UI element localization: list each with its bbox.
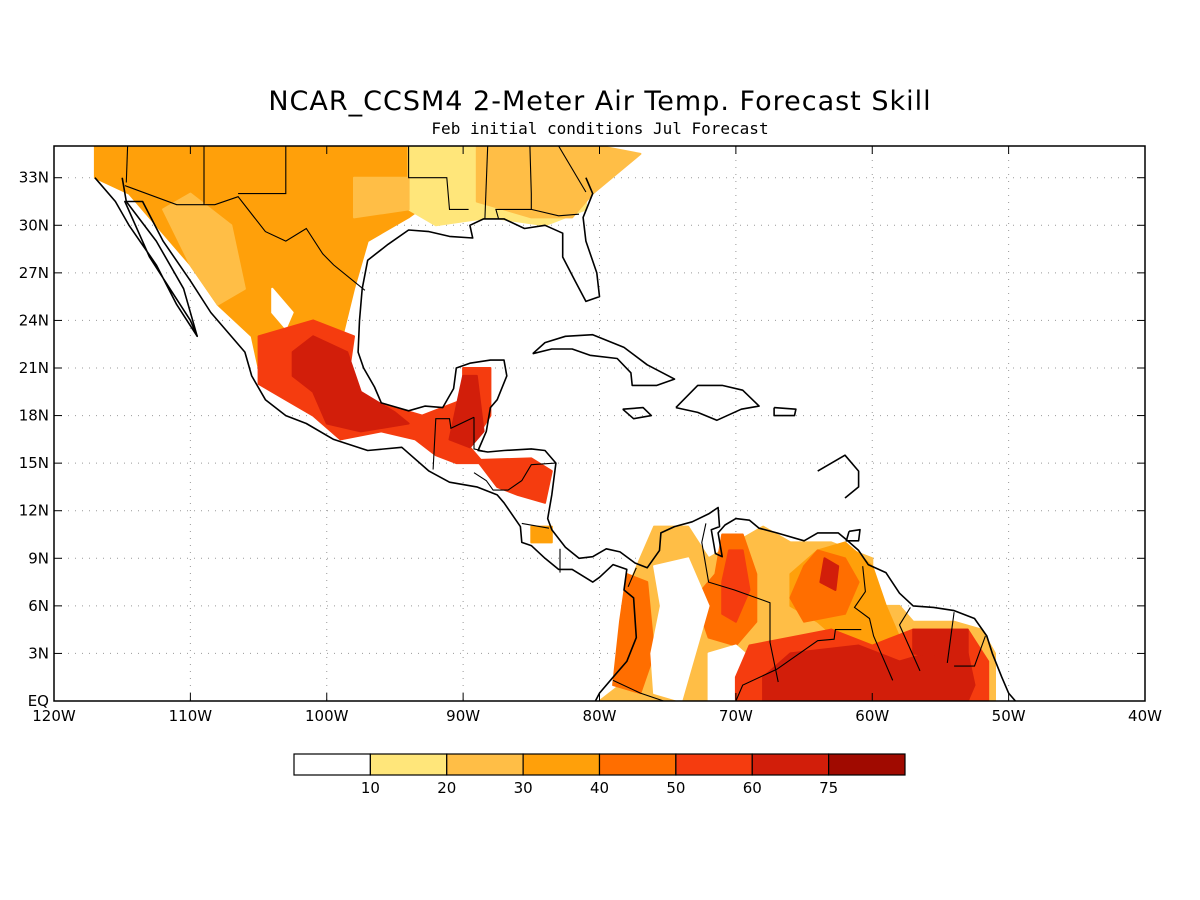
border-line (853, 566, 894, 681)
x-tick-label: 90W (446, 707, 480, 725)
border-line (612, 679, 664, 701)
legend-swatch (522, 753, 601, 776)
legend-swatch (446, 753, 524, 776)
color-legend: 10 20 30 40 50 60 75 (293, 753, 906, 797)
skill-region (762, 644, 976, 701)
legend-swatch (751, 753, 830, 776)
skill-region (650, 557, 710, 701)
legend-label: 30 (514, 779, 533, 797)
x-tick-label: 60W (855, 707, 889, 725)
skill-region (721, 549, 751, 623)
x-tick-label: 70W (719, 707, 753, 725)
y-tick-label: 21N (19, 359, 49, 377)
skill-region (912, 628, 969, 663)
skill-region (162, 192, 246, 306)
y-tick-label: 9N (28, 549, 49, 567)
y-tick-label: 3N (28, 644, 49, 662)
skill-region (448, 374, 485, 449)
y-tick-label: EQ (28, 692, 49, 710)
border-line (627, 567, 637, 588)
coastline (532, 333, 676, 387)
skill-region (475, 146, 642, 219)
border-line (473, 462, 556, 491)
legend-swatch (828, 753, 906, 776)
border-line (238, 146, 287, 195)
y-tick-label: 30N (19, 216, 49, 234)
legend-label: 10 (361, 779, 380, 797)
coastline (845, 528, 861, 542)
y-tick-label: 15N (19, 454, 49, 472)
y-tick-label: 27N (19, 264, 49, 282)
chart-title: NCAR_CCSM4 2-Meter Air Temp. Forecast Sk… (268, 86, 932, 117)
legend-label: 50 (666, 779, 685, 797)
y-tick-label: 33N (19, 169, 49, 187)
skill-region (353, 176, 410, 219)
legend-label: 60 (743, 779, 762, 797)
border-line (701, 523, 779, 683)
x-tick-label: 40W (1128, 707, 1162, 725)
legend-label: 40 (590, 779, 609, 797)
skill-shading (93, 146, 996, 701)
border-line (124, 185, 366, 291)
political-borders (124, 146, 986, 701)
legend-swatch (598, 753, 677, 776)
chart-subtitle: Feb initial conditions Jul Forecast (431, 119, 769, 138)
x-tick-label: 110W (169, 707, 213, 725)
legend-swatch (369, 753, 448, 776)
y-tick-label: 18N (19, 407, 49, 425)
coastline (357, 177, 1017, 701)
coastline (675, 384, 760, 422)
legend-label: 20 (437, 779, 456, 797)
border-line (735, 629, 862, 701)
y-tick-label: 24N (19, 311, 49, 329)
border-line (473, 417, 488, 453)
coastline (817, 454, 860, 499)
legend-label: 75 (819, 779, 838, 797)
skill-region (530, 525, 553, 544)
border-line (521, 522, 550, 529)
x-tick-label: 50W (992, 707, 1026, 725)
legend-swatch (675, 753, 753, 776)
border-line (898, 607, 921, 672)
coastline (94, 177, 638, 701)
border-line (531, 208, 580, 217)
border-line (946, 612, 955, 663)
coastline (773, 406, 797, 417)
border-line (125, 146, 129, 183)
coastlines (94, 177, 1017, 701)
border-line (408, 146, 469, 210)
border-line (954, 635, 986, 667)
x-tick-label: 80W (583, 707, 617, 725)
legend-swatch (293, 753, 371, 776)
border-line (432, 416, 475, 470)
border-line (558, 146, 587, 193)
y-tick-label: 6N (28, 597, 49, 615)
coastline (121, 177, 198, 337)
x-tick-label: 100W (305, 707, 349, 725)
y-tick-label: 12N (19, 502, 49, 520)
skill-region (789, 549, 860, 623)
skill-region (291, 335, 410, 433)
coastline (622, 406, 653, 420)
axis-ticks: 120W 110W 100W 90W 80W 70W 60W 50W 40W EQ 3N 6N 9N 12… (19, 146, 1162, 725)
skill-region (475, 457, 553, 504)
border-line (484, 146, 489, 219)
skill-region (819, 557, 840, 591)
x-tick-label: 120W (32, 707, 76, 725)
